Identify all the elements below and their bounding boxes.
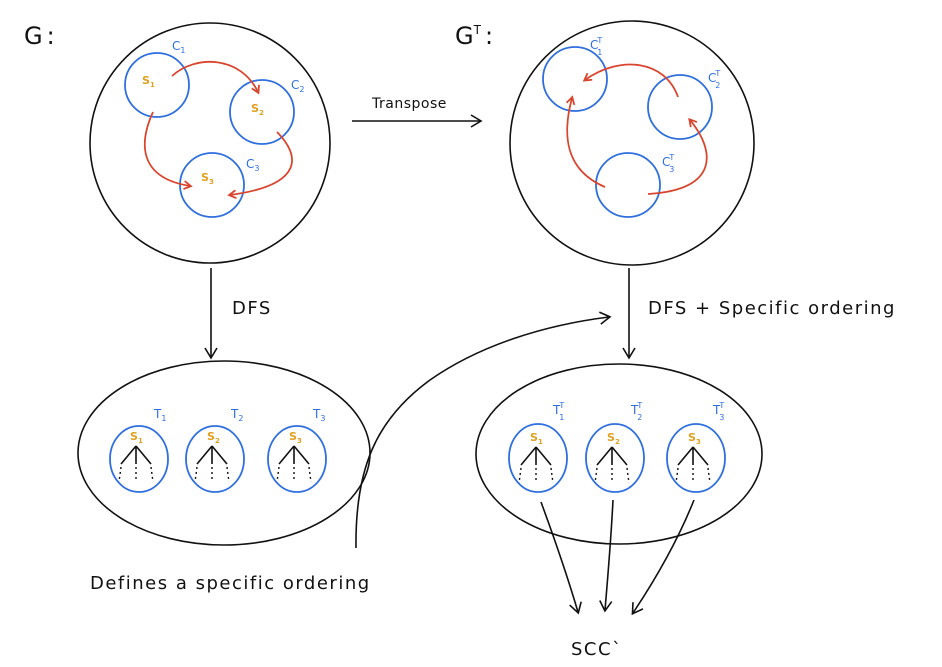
scc-label: SCC` bbox=[571, 639, 623, 660]
transpose-label: Transpose bbox=[371, 96, 447, 112]
component-c1t-circle bbox=[542, 46, 608, 112]
tree-t1t-label: TT 1 bbox=[552, 401, 564, 422]
tree-t3-branches-icon bbox=[276, 445, 312, 483]
ordering-arrow bbox=[355, 311, 612, 549]
tree-t3t-branches-icon bbox=[675, 446, 711, 484]
dfs-label: DFS bbox=[232, 298, 272, 319]
tree-t2: T2 S2 bbox=[185, 407, 245, 493]
edge-c3t-c1t bbox=[565, 95, 606, 188]
edge-c2t-c1t bbox=[582, 63, 679, 98]
tree-t3t-ellipse bbox=[666, 423, 726, 493]
tree-t2-branches-icon bbox=[194, 445, 230, 483]
edge-c1-c2 bbox=[171, 60, 260, 95]
component-c2-circle bbox=[229, 79, 295, 145]
edge-c1-c3 bbox=[143, 111, 193, 190]
tree-t2-label: T2 bbox=[230, 407, 243, 423]
scc-arrow-3 bbox=[631, 499, 695, 616]
graph-gt-outline bbox=[509, 20, 755, 266]
component-c2t-circle bbox=[647, 74, 713, 140]
component-c1-label: C1 bbox=[172, 39, 185, 55]
tree-t3t-root-label: S3 bbox=[688, 431, 701, 446]
tree-t1t: TT 1 S1 bbox=[508, 401, 568, 493]
component-c3t-label: CT 3 bbox=[662, 153, 674, 174]
forest-tt-outline bbox=[475, 363, 763, 545]
tree-t3t: TT 3 S3 bbox=[666, 401, 726, 493]
component-c3t-circle bbox=[595, 152, 661, 218]
tree-t2t-label: TT 2 bbox=[630, 401, 642, 422]
component-c1t-label: CT 1 bbox=[590, 36, 602, 57]
component-c2t: CT 2 bbox=[647, 69, 720, 140]
tree-t1: T1 S1 bbox=[109, 407, 169, 493]
component-c1: C1 S1 bbox=[124, 39, 190, 118]
source-s3-label: S3 bbox=[201, 171, 214, 186]
tree-t2t: TT 2 S2 bbox=[585, 401, 645, 493]
tree-t1-label: T1 bbox=[153, 407, 166, 423]
component-c3-label: C3 bbox=[246, 157, 259, 173]
tree-t2t-branches-icon bbox=[594, 446, 630, 484]
tree-t1-ellipse bbox=[109, 425, 169, 493]
graph-gt-label: GT: bbox=[455, 22, 493, 50]
component-c3-circle bbox=[179, 152, 245, 218]
component-c3t: CT 3 bbox=[595, 152, 674, 218]
tree-t2t-root-label: S2 bbox=[607, 431, 620, 446]
tree-t1t-branches-icon bbox=[518, 446, 554, 484]
graph-g-label: G: bbox=[24, 22, 55, 50]
tree-t2-root-label: S2 bbox=[207, 430, 220, 445]
tree-t1t-ellipse bbox=[508, 423, 568, 493]
tree-t2t-ellipse bbox=[585, 423, 645, 493]
tree-t3-root-label: S3 bbox=[289, 430, 302, 445]
scc-arrow-2 bbox=[599, 499, 614, 613]
tree-t3-ellipse bbox=[267, 425, 327, 493]
tree-t1-root-label: S1 bbox=[130, 430, 143, 445]
tree-t2-ellipse bbox=[185, 425, 245, 493]
component-c1t: CT 1 bbox=[542, 36, 608, 112]
component-c1-circle bbox=[124, 52, 190, 118]
edge-c2-c3 bbox=[227, 131, 293, 200]
dfs-ordering-label: DFS + Specific ordering bbox=[648, 298, 896, 319]
component-c2: C2 S2 bbox=[229, 78, 304, 145]
tree-t1t-root-label: S1 bbox=[530, 431, 543, 446]
component-c2t-label: CT 2 bbox=[708, 69, 720, 90]
defines-ordering-label: Defines a specific ordering bbox=[90, 573, 371, 594]
tree-t1-branches-icon bbox=[118, 445, 154, 483]
tree-t3: T3 S3 bbox=[267, 407, 327, 493]
source-s2-label: S2 bbox=[251, 102, 264, 117]
scc-arrow-1 bbox=[540, 501, 582, 615]
source-s1-label: S1 bbox=[142, 74, 155, 89]
edge-c3t-c2t bbox=[647, 117, 708, 195]
component-c3: C3 S3 bbox=[179, 152, 259, 218]
tree-t3-label: T3 bbox=[312, 407, 325, 423]
tree-t3t-label: TT 3 bbox=[712, 401, 724, 422]
graph-g-outline bbox=[89, 22, 331, 264]
component-c2-label: C2 bbox=[291, 78, 304, 94]
